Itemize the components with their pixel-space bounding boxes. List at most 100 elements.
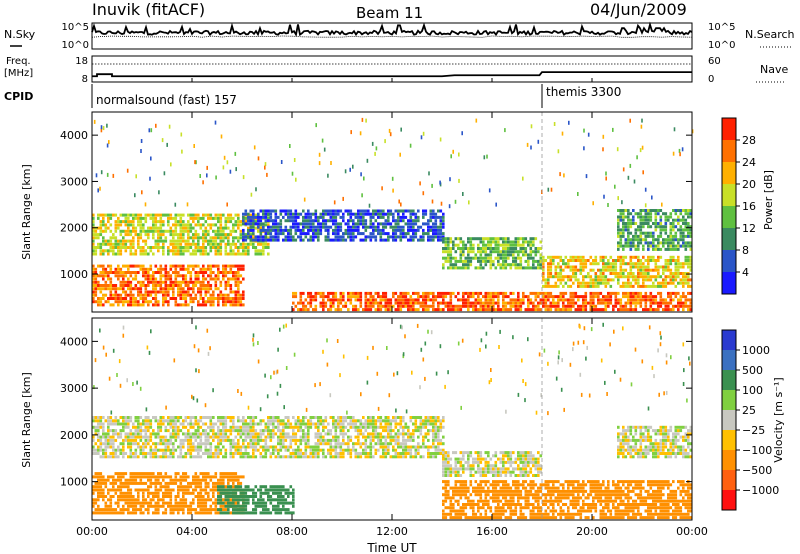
echo-cell xyxy=(664,225,668,229)
echo-cell xyxy=(104,249,108,253)
echo-cell xyxy=(672,278,675,282)
echo-cell xyxy=(209,236,213,240)
echo-cell xyxy=(624,209,628,212)
echo-cell xyxy=(304,222,308,226)
echo-cell xyxy=(212,242,215,246)
echo-cell xyxy=(364,301,368,305)
echo-cell xyxy=(649,244,653,248)
echo-cell xyxy=(99,442,103,446)
echo-cell xyxy=(179,216,183,220)
echo-cell xyxy=(122,455,125,459)
echo-cell xyxy=(349,298,353,302)
echo-cell xyxy=(444,304,448,308)
echo-cell xyxy=(342,291,345,295)
echo-cell xyxy=(249,222,253,226)
echo-cell xyxy=(199,419,203,423)
echo-cell xyxy=(277,215,280,219)
echo-cell xyxy=(204,290,208,294)
echo-cell xyxy=(274,225,278,229)
echo-cell xyxy=(284,235,288,239)
echo-cell xyxy=(624,241,628,245)
echo-cell xyxy=(109,287,113,291)
echo-cell xyxy=(194,233,198,237)
echo-cell xyxy=(344,232,348,236)
echo-cell xyxy=(669,262,673,266)
echo-cell xyxy=(562,301,565,305)
echo-cell xyxy=(214,274,218,278)
echo-cell xyxy=(184,416,188,419)
echo-cell xyxy=(229,425,233,429)
echo-cell xyxy=(319,304,323,308)
echo-cell xyxy=(154,223,158,227)
echo-cell xyxy=(227,429,230,433)
echo-cell xyxy=(119,416,123,419)
echo-cell xyxy=(347,235,350,239)
echo-cell xyxy=(382,291,385,295)
echo-cell xyxy=(324,295,328,299)
echo-cell xyxy=(234,293,238,297)
echo-cell xyxy=(222,455,225,459)
echo-cell xyxy=(232,445,235,449)
echo-cell xyxy=(224,246,228,249)
echo-cell xyxy=(672,272,675,275)
echo-cell xyxy=(637,301,640,305)
echo-cell xyxy=(199,216,203,220)
echo-cell xyxy=(439,137,442,142)
echo-cell xyxy=(477,295,480,299)
echo-cell xyxy=(94,442,98,446)
echo-cell xyxy=(422,304,425,308)
echo-cell xyxy=(337,308,340,312)
echo-cell xyxy=(327,173,329,178)
echo-cell xyxy=(534,304,538,308)
echo-cell xyxy=(197,242,200,246)
echo-cell xyxy=(497,301,500,305)
echo-cell xyxy=(629,298,633,302)
echo-cell xyxy=(317,225,320,229)
echo-cell xyxy=(412,304,415,308)
echo-cell xyxy=(222,300,225,304)
echo-cell xyxy=(682,234,685,238)
echo-cell xyxy=(152,287,155,291)
echo-cell xyxy=(450,154,452,159)
echo-cell xyxy=(674,238,678,242)
echo-cell xyxy=(282,238,285,242)
echo-cell xyxy=(249,429,253,433)
echo-cell xyxy=(569,301,573,305)
echo-cell xyxy=(144,472,148,476)
echo-cell xyxy=(219,252,223,256)
echo-cell xyxy=(634,281,638,285)
echo-cell xyxy=(212,508,215,512)
echo-cell xyxy=(622,209,625,212)
echo-cell xyxy=(542,284,545,288)
echo-cell xyxy=(382,232,385,236)
echo-cell xyxy=(507,240,510,244)
echo-cell xyxy=(154,485,158,489)
echo-cell xyxy=(244,242,248,246)
echo-cell xyxy=(654,275,658,279)
echo-cell xyxy=(179,498,183,502)
echo-cell xyxy=(627,298,630,302)
echo-cell xyxy=(197,236,200,240)
echo-cell xyxy=(242,425,245,429)
echo-cell xyxy=(691,129,694,134)
echo-cell xyxy=(592,298,595,302)
echo-cell xyxy=(502,259,505,263)
echo-cell xyxy=(644,222,648,225)
echo-cell xyxy=(214,264,218,268)
echo-cell xyxy=(437,235,440,239)
echo-cell xyxy=(119,485,123,489)
echo-cell xyxy=(259,238,263,242)
echo-cell xyxy=(152,452,155,455)
echo-cell xyxy=(142,455,145,459)
echo-cell xyxy=(392,232,395,236)
echo-cell xyxy=(109,264,113,268)
echo-cell xyxy=(522,237,525,241)
echo-cell xyxy=(529,243,533,247)
echo-cell xyxy=(127,442,130,446)
echo-cell xyxy=(199,297,203,300)
echo-cell xyxy=(129,223,133,227)
echo-cell xyxy=(92,501,95,505)
echo-cell xyxy=(152,432,155,436)
echo-cell xyxy=(229,290,233,294)
echo-cell xyxy=(289,235,293,239)
